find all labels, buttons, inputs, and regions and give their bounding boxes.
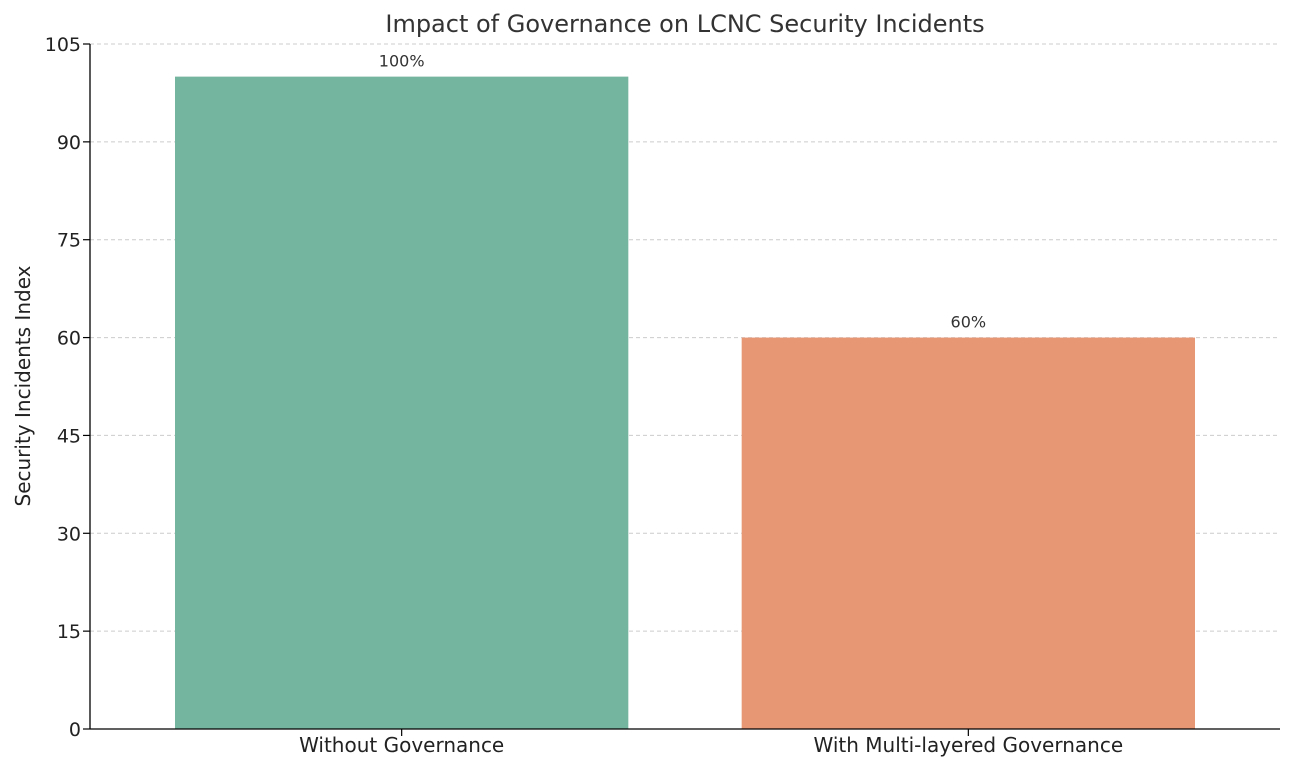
labels: 0 15 30 45 60 75 90 105 100% Without Governance 60… <box>45 34 1123 757</box>
bar-value-label: 60% <box>951 313 987 332</box>
bar <box>741 337 1195 729</box>
x-tick-label: With Multi-layered Governance <box>814 733 1124 757</box>
y-tick-label: 60 <box>57 328 81 350</box>
bar-value-label: 100% <box>379 52 425 71</box>
y-tick-label: 45 <box>57 425 81 447</box>
y-tick-label: 15 <box>57 621 81 643</box>
y-tick-label: 105 <box>45 34 81 56</box>
bars <box>175 76 1195 730</box>
y-tick-label: 0 <box>69 719 81 741</box>
x-tick-label: Without Governance <box>299 733 504 757</box>
axes <box>83 43 1280 736</box>
bar <box>175 76 629 730</box>
chart-title: Impact of Governance on LCNC Security In… <box>385 10 984 38</box>
y-tick-label: 75 <box>57 230 81 252</box>
y-tick-label: 30 <box>57 523 81 545</box>
y-axis-label: Security Incidents Index <box>11 265 35 506</box>
y-tick-label: 90 <box>57 132 81 154</box>
